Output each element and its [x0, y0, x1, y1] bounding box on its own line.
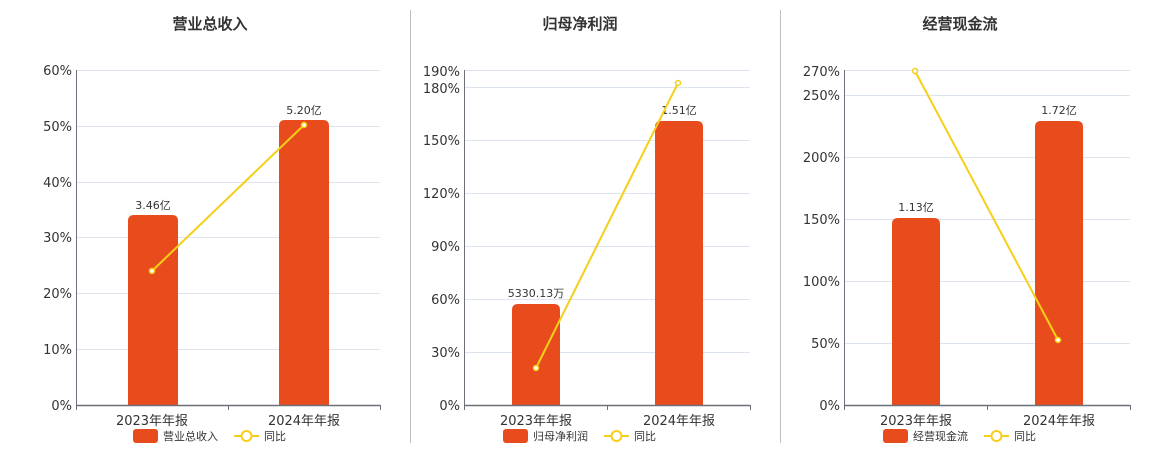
- legend: 营业总收入 同比: [133, 429, 286, 443]
- svg-text:10%: 10%: [43, 343, 72, 358]
- legend-line-swatch[interactable]: [610, 430, 623, 442]
- bars: [128, 120, 329, 405]
- bar-value-label: 1.13亿: [898, 201, 934, 214]
- yoy-line: [532, 79, 682, 372]
- grid-lines: [76, 70, 380, 350]
- chart-title: 经营现金流: [922, 15, 997, 33]
- line-point[interactable]: [532, 364, 540, 372]
- yoy-line: [148, 121, 308, 275]
- bar-2024[interactable]: [655, 121, 703, 405]
- x-category: 2023年年报: [116, 414, 188, 429]
- svg-text:150%: 150%: [423, 134, 460, 149]
- chart-title: 营业总收入: [172, 15, 247, 33]
- x-category: 2023年年报: [500, 414, 572, 429]
- legend-label[interactable]: 营业总收入: [163, 429, 218, 443]
- legend-line-swatch[interactable]: [990, 430, 1003, 442]
- bar-value-label: 5.20亿: [286, 104, 322, 117]
- svg-text:40%: 40%: [43, 176, 72, 191]
- bar-value-label: 1.72亿: [1041, 104, 1077, 117]
- legend: 归母净利润 同比: [503, 429, 656, 443]
- panel-divider: [780, 10, 781, 443]
- svg-text:270%: 270%: [803, 65, 840, 80]
- svg-text:30%: 30%: [431, 346, 460, 361]
- net-profit-chart: 归母净利润 0% 30% 60% 90% 120% 150% 180% 190%…: [423, 15, 751, 443]
- revenue-chart: 营业总收入 0% 10% 20% 30% 40% 50% 60% 3.46亿 5…: [43, 15, 381, 443]
- chart-panel-revenue: 营业总收入 0% 10% 20% 30% 40% 50% 60% 3.46亿 5…: [0, 0, 400, 450]
- svg-text:60%: 60%: [43, 64, 72, 79]
- chart-title: 归母净利润: [542, 15, 617, 33]
- svg-text:90%: 90%: [431, 240, 460, 255]
- legend: 经营现金流 同比: [883, 429, 1036, 443]
- bars: [512, 121, 703, 405]
- bar-2023[interactable]: [512, 304, 560, 405]
- y-axis-ticks: 0% 30% 60% 90% 120% 150% 180% 190%: [423, 65, 460, 414]
- svg-text:50%: 50%: [811, 337, 840, 352]
- x-category: 2024年年报: [268, 414, 340, 429]
- bars: [892, 121, 1083, 405]
- svg-text:0%: 0%: [51, 399, 72, 414]
- svg-text:60%: 60%: [431, 293, 460, 308]
- x-category: 2024年年报: [643, 414, 715, 429]
- line-point[interactable]: [674, 79, 682, 87]
- yoy-line: [911, 67, 1062, 344]
- panel-divider: [410, 10, 411, 443]
- legend-label[interactable]: 同比: [1014, 430, 1036, 443]
- bar-2024[interactable]: [279, 120, 329, 405]
- legend-line-swatch[interactable]: [240, 430, 253, 442]
- svg-text:50%: 50%: [43, 120, 72, 135]
- chart-panel-net-profit: 归母净利润 0% 30% 60% 90% 120% 150% 180% 190%…: [423, 15, 751, 443]
- x-category: 2024年年报: [1023, 414, 1095, 429]
- legend-label[interactable]: 经营现金流: [913, 429, 968, 443]
- legend-bar-swatch[interactable]: [133, 429, 158, 443]
- bar-value-label: 5330.13万: [508, 287, 565, 300]
- svg-text:200%: 200%: [803, 151, 840, 166]
- svg-text:120%: 120%: [423, 187, 460, 202]
- svg-text:0%: 0%: [819, 399, 840, 414]
- bar-2023[interactable]: [892, 218, 940, 405]
- svg-text:250%: 250%: [803, 89, 840, 104]
- bar-value-label: 1.51亿: [661, 104, 697, 117]
- svg-text:150%: 150%: [803, 213, 840, 228]
- x-category: 2023年年报: [880, 414, 952, 429]
- legend-bar-swatch[interactable]: [503, 429, 528, 443]
- y-axis-ticks: 0% 50% 100% 150% 200% 250% 270%: [803, 65, 840, 414]
- legend-label[interactable]: 归母净利润: [533, 429, 588, 443]
- bar-2023[interactable]: [128, 215, 178, 405]
- svg-text:0%: 0%: [439, 399, 460, 414]
- svg-text:30%: 30%: [43, 231, 72, 246]
- svg-text:100%: 100%: [803, 275, 840, 290]
- svg-text:180%: 180%: [423, 82, 460, 97]
- bar-value-label: 3.46亿: [135, 199, 171, 212]
- bar-2024[interactable]: [1035, 121, 1083, 405]
- line-point[interactable]: [1054, 336, 1062, 344]
- y-axis-ticks: 0% 10% 20% 30% 40% 50% 60%: [43, 64, 72, 414]
- line-point[interactable]: [300, 121, 308, 129]
- line-point[interactable]: [911, 67, 919, 75]
- legend-label[interactable]: 同比: [634, 430, 656, 443]
- svg-text:190%: 190%: [423, 65, 460, 80]
- line-point[interactable]: [148, 267, 156, 275]
- svg-text:20%: 20%: [43, 287, 72, 302]
- legend-bar-swatch[interactable]: [883, 429, 908, 443]
- legend-label[interactable]: 同比: [264, 430, 286, 443]
